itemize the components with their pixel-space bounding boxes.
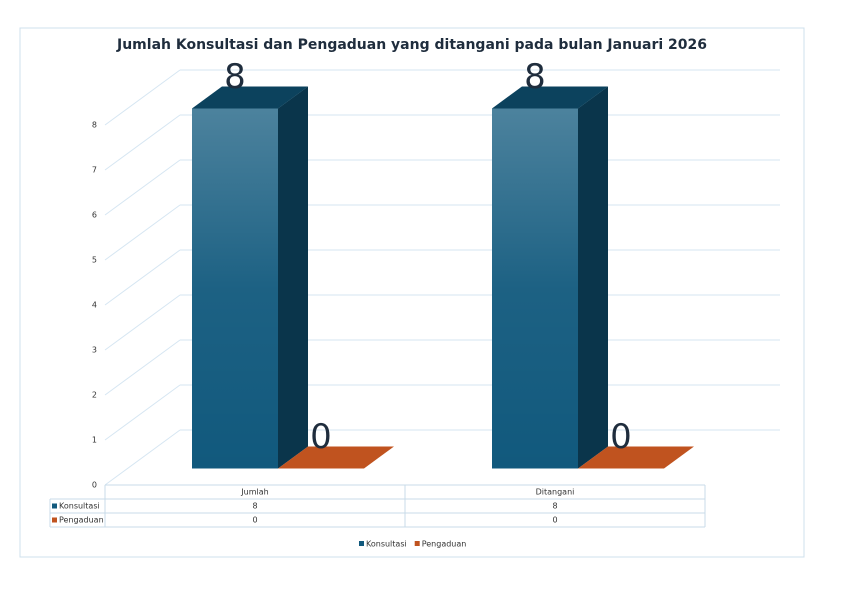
bar-top xyxy=(578,446,694,469)
bar xyxy=(192,86,308,469)
grid-line xyxy=(104,429,181,486)
y-tick-label: 5 xyxy=(92,256,97,265)
bar xyxy=(492,86,608,469)
grid-line xyxy=(104,204,181,261)
bar-side xyxy=(578,86,608,469)
legend-label: Konsultasi xyxy=(366,540,407,549)
bar-shine xyxy=(192,108,278,469)
bar xyxy=(578,446,694,469)
table-cell: 8 xyxy=(252,502,257,511)
data-label: 0 xyxy=(610,417,632,457)
table-legend-key xyxy=(52,517,57,523)
x-tick-label: Jumlah xyxy=(240,488,268,497)
bar-top xyxy=(492,86,608,109)
y-tick-label: 7 xyxy=(92,166,97,175)
chart-title: Jumlah Konsultasi dan Pengaduan yang dit… xyxy=(116,37,707,53)
legend-key xyxy=(359,541,364,546)
table-legend-key xyxy=(52,503,57,509)
grid-line xyxy=(104,69,181,126)
data-label: 8 xyxy=(524,57,546,97)
y-tick-label: 1 xyxy=(92,436,97,445)
table-cell: 0 xyxy=(552,516,557,525)
bar xyxy=(278,446,394,469)
bar-top-shade xyxy=(192,86,308,109)
x-tick-label: Ditangani xyxy=(536,488,575,497)
y-tick-label: 8 xyxy=(92,121,97,130)
grid-line xyxy=(104,384,181,441)
bar-side-shade xyxy=(278,86,308,469)
table-cell: 0 xyxy=(252,516,257,525)
table-row-label: Konsultasi xyxy=(59,502,100,511)
legend-key xyxy=(414,541,420,546)
grid-line xyxy=(104,249,181,306)
grid-line xyxy=(104,114,181,171)
y-tick-label: 3 xyxy=(92,346,97,355)
y-tick-label: 6 xyxy=(92,211,97,220)
grid-line xyxy=(104,339,181,396)
y-tick-label: 4 xyxy=(92,301,97,310)
table-cell: 8 xyxy=(552,502,557,511)
y-tick-label: 2 xyxy=(92,391,97,400)
bar-side xyxy=(278,86,308,469)
y-tick-label: 0 xyxy=(92,481,97,490)
bar-top-shade xyxy=(492,86,608,109)
chart-frame xyxy=(19,27,805,558)
bar-top xyxy=(192,86,308,109)
data-label: 8 xyxy=(224,57,246,97)
grid-line xyxy=(104,294,181,351)
bar-side-shade xyxy=(578,86,608,469)
grid-line xyxy=(104,159,181,216)
data-label: 0 xyxy=(310,417,332,457)
legend-label: Pengaduan xyxy=(422,540,467,549)
bar-shine xyxy=(492,108,578,469)
bar-top xyxy=(278,446,394,469)
table-row-label: Pengaduan xyxy=(59,516,104,525)
